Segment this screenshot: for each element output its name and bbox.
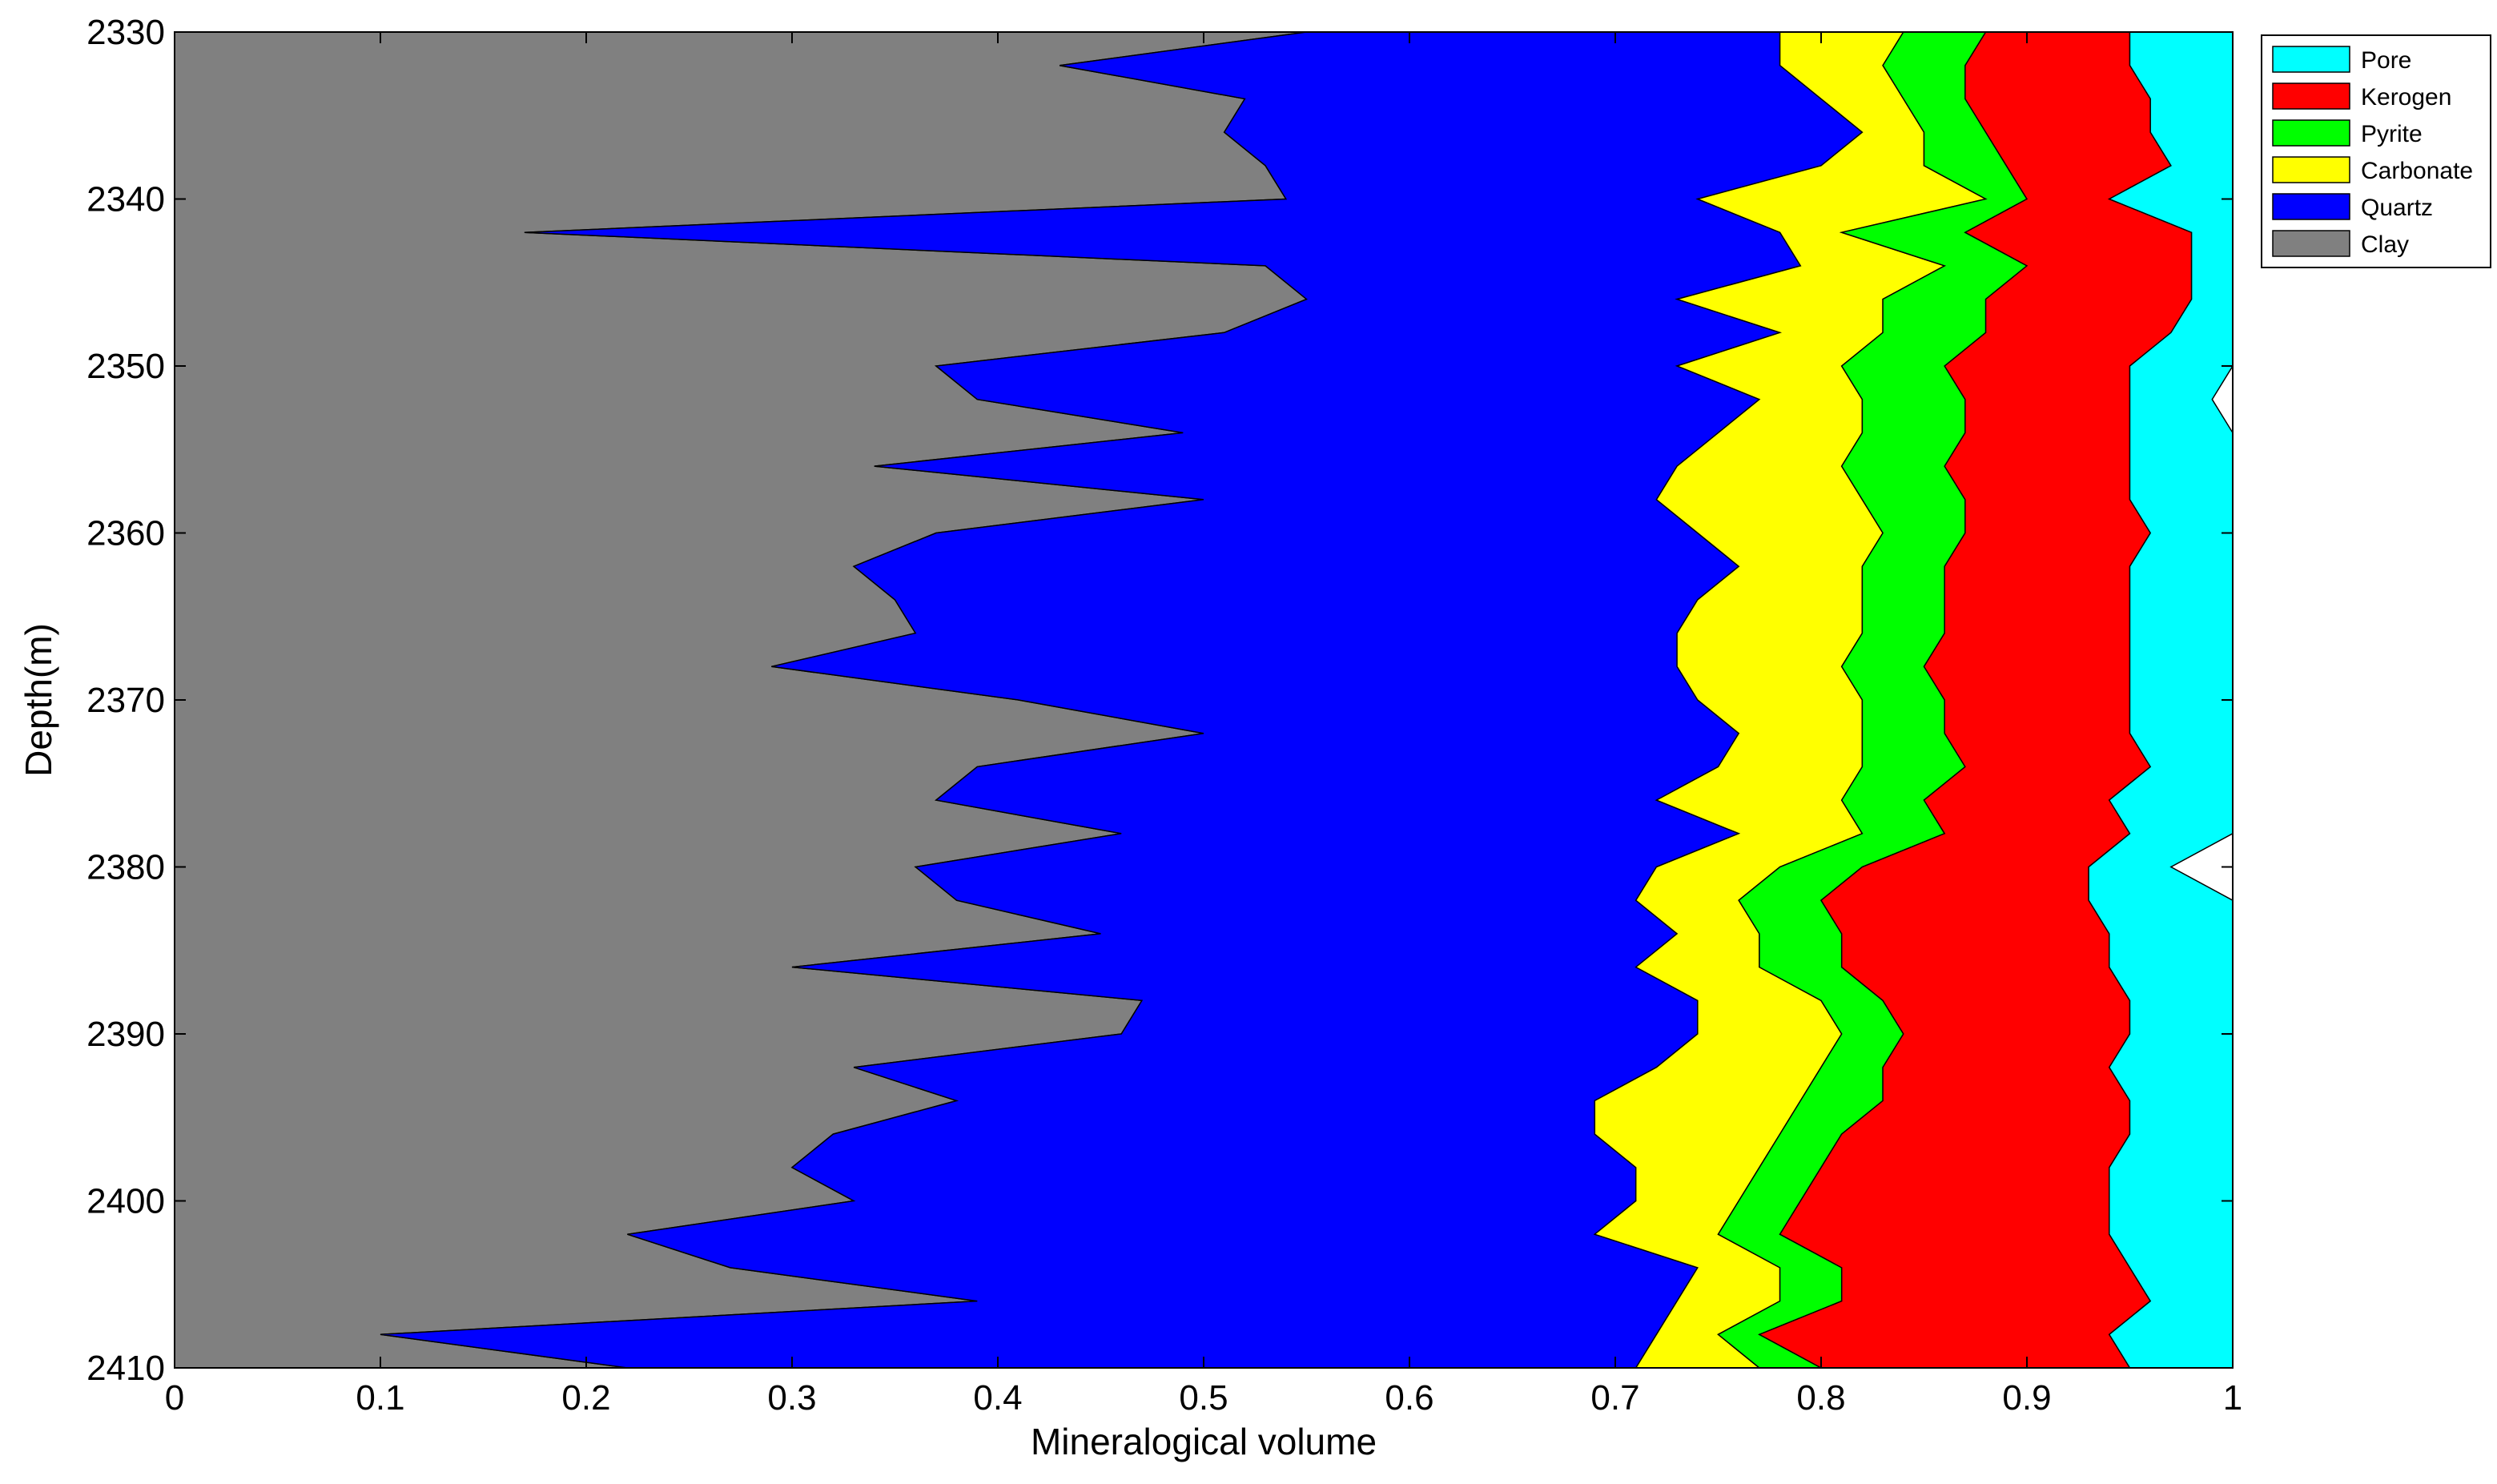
x-tick-label: 0.7 [1590, 1378, 1639, 1418]
legend-label-clay: Clay [2361, 231, 2409, 258]
x-tick-label: 0.1 [356, 1378, 404, 1418]
legend-box [2261, 34, 2491, 268]
y-tick-label: 2390 [86, 1015, 165, 1054]
legend-label-pyrite: Pyrite [2361, 121, 2423, 147]
y-tick-label: 2370 [86, 681, 165, 720]
y-axis-label: Depth(m) [18, 623, 59, 777]
y-tick-label: 2350 [86, 347, 165, 386]
legend-swatch-carbonate [2272, 156, 2350, 183]
x-tick-label: 0.3 [767, 1378, 816, 1418]
x-tick-label: 0.4 [973, 1378, 1022, 1418]
legend-swatch-kerogen [2272, 82, 2350, 110]
y-tick-label: 2360 [86, 514, 165, 553]
x-axis-label: Mineralogical volume [1031, 1421, 1377, 1462]
legend-label-pore: Pore [2361, 47, 2411, 74]
y-tick-label: 2380 [86, 848, 165, 887]
y-tick-label: 2400 [86, 1182, 165, 1221]
legend-swatch-pore [2272, 46, 2350, 73]
legend-label-kerogen: Kerogen [2361, 84, 2451, 111]
stacked-areas [174, 31, 2234, 1369]
legend-label-quartz: Quartz [2361, 195, 2433, 221]
x-tick-label: 0.6 [1385, 1378, 1433, 1418]
x-tick-label: 0 [165, 1378, 184, 1418]
legend-swatch-quartz [2272, 193, 2350, 220]
legend-swatch-clay [2272, 230, 2350, 257]
x-tick-label: 0.8 [1796, 1378, 1845, 1418]
legend-label-carbonate: Carbonate [2361, 158, 2473, 184]
x-tick-label: 0.5 [1179, 1378, 1228, 1418]
legend: Pore Kerogen Pyrite Carbonate Quartz Clay [2261, 34, 2491, 268]
y-tick-label: 2330 [86, 13, 165, 52]
x-tick-label: 0.9 [2002, 1378, 2051, 1418]
y-tick-label: 2340 [86, 180, 165, 219]
x-tick-label: 0.2 [561, 1378, 610, 1418]
x-tick-label: 1 [2223, 1378, 2242, 1418]
legend-swatch-pyrite [2272, 119, 2350, 147]
y-tick-label: 2410 [86, 1349, 165, 1388]
axis-ticks: 0 0.1 0.2 0.3 0.4 0.5 0.6 0.7 0.8 0.9 1 2330 2340 235… [86, 13, 2242, 1418]
